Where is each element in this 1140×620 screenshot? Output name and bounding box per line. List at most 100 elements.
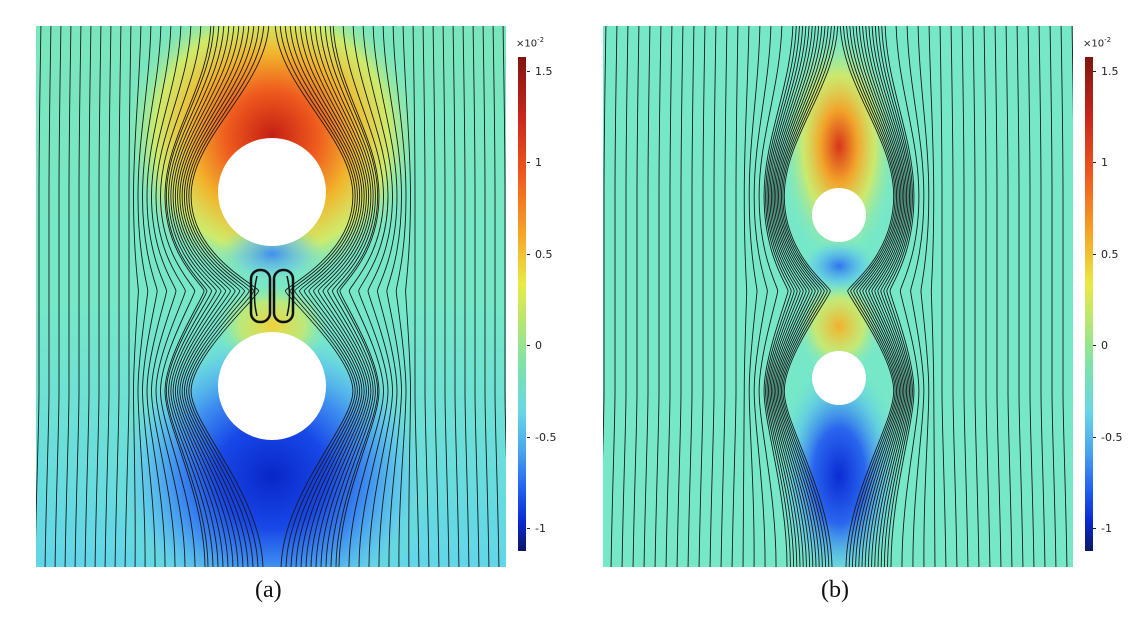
streamline [1016, 26, 1024, 567]
streamline [181, 26, 250, 567]
streamline [884, 26, 915, 567]
streamline [432, 26, 440, 567]
streamline [881, 26, 913, 567]
colorbar-b-tick: 0 [1093, 339, 1108, 352]
streamline [768, 26, 804, 567]
streamline [74, 26, 82, 567]
streamline [950, 26, 958, 567]
streamline [137, 26, 152, 567]
streamline [54, 26, 62, 567]
streamline [895, 26, 920, 567]
streamline [179, 26, 245, 567]
streamline [731, 26, 739, 567]
streamline [183, 26, 255, 567]
streamline [939, 26, 947, 567]
obstacle-cylinder-top [812, 188, 866, 242]
streamline [779, 26, 829, 567]
streamline [502, 26, 506, 460]
colorbar-b-tick: 1.5 [1093, 65, 1119, 78]
streamline [172, 26, 230, 567]
streamline [846, 26, 898, 567]
streamline [36, 26, 42, 540]
streamline [342, 26, 384, 567]
streamline [843, 26, 896, 567]
colorbar-a-tick: 0.5 [527, 248, 553, 261]
streamline [442, 26, 450, 567]
colorbar-a-tick: 1.5 [527, 65, 553, 78]
streamline [482, 26, 490, 567]
streamline [852, 26, 900, 567]
streamline [44, 26, 52, 567]
streamline [177, 26, 240, 567]
recirculation-vortices [249, 268, 295, 324]
streamline [874, 26, 910, 567]
streamline [709, 26, 717, 567]
streamline [174, 26, 235, 567]
streamline [1038, 26, 1046, 567]
negative-region-mid [799, 238, 879, 294]
colorbar-b-multiplier: ×10-2 [1083, 36, 1112, 50]
streamline [782, 26, 835, 567]
streamline [329, 26, 379, 567]
streamline [772, 26, 813, 567]
streamline [676, 26, 684, 567]
streamline [402, 26, 411, 567]
streamline [770, 26, 810, 567]
streamline [64, 26, 72, 567]
colorbar-a-tick: 0 [527, 339, 542, 352]
panel-a-svg [36, 26, 506, 567]
streamline [610, 26, 618, 567]
streamline [654, 26, 662, 567]
streamline [284, 26, 358, 567]
streamline [186, 26, 260, 567]
streamline [994, 26, 1002, 567]
streamline [917, 26, 930, 567]
streamline [878, 26, 912, 567]
panel-a-field-plot [36, 26, 506, 567]
streamline [392, 26, 407, 567]
streamline [304, 26, 367, 567]
streamline [84, 26, 92, 567]
streamline [142, 26, 162, 567]
streamline [871, 26, 909, 567]
streamline [362, 26, 393, 567]
streamline [94, 26, 102, 567]
streamline [780, 26, 832, 567]
panel-a-caption: (a) [255, 577, 282, 603]
streamline [603, 26, 607, 460]
streamline [632, 26, 640, 567]
streamlines [603, 26, 1073, 567]
streamline [168, 26, 220, 567]
streamline [961, 26, 969, 567]
streamline [859, 26, 903, 567]
streamline [665, 26, 673, 567]
streamline [382, 26, 402, 567]
streamline [462, 26, 470, 567]
streamline [412, 26, 420, 567]
streamline [146, 26, 172, 567]
streamline [422, 26, 430, 567]
streamline [868, 26, 908, 567]
streamline [352, 26, 389, 567]
streamline [332, 26, 380, 567]
streamline [972, 26, 980, 567]
streamline [776, 26, 823, 567]
colorbar-b-tick: -1 [1093, 522, 1112, 535]
streamline [319, 26, 374, 567]
streamline [452, 26, 460, 567]
obstacle-cylinder-bottom [218, 332, 326, 440]
streamline [104, 26, 112, 567]
streamline [294, 26, 363, 567]
streamline [775, 26, 819, 567]
streamline [151, 26, 182, 567]
panel-b-caption: (b) [821, 577, 849, 603]
streamline [698, 26, 706, 567]
streamline [1005, 26, 1013, 567]
streamline [865, 26, 906, 567]
streamline [165, 26, 215, 567]
streamline [299, 26, 365, 567]
streamline [170, 26, 225, 567]
streamline [983, 26, 991, 567]
streamline [324, 26, 376, 567]
colorbar-b-tick: 1 [1093, 156, 1108, 169]
